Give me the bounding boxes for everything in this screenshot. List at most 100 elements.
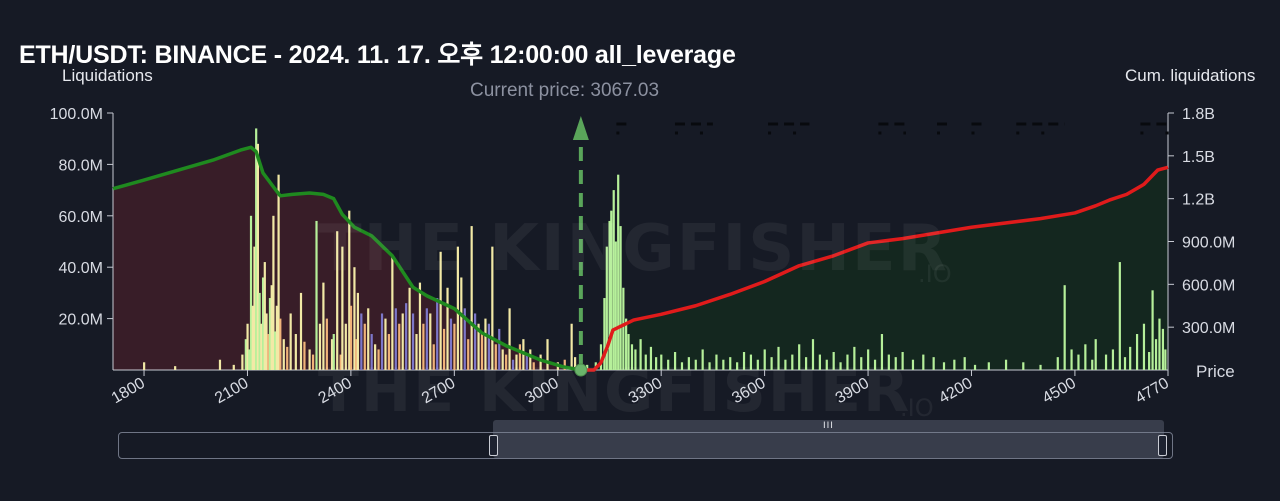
liquidation-bar	[749, 354, 753, 370]
liquidation-bar	[901, 352, 904, 370]
liquidation-bar	[491, 246, 494, 370]
liquidation-bar	[332, 334, 335, 370]
liquidation-bar	[501, 349, 504, 370]
x-tick-label: 3000	[522, 375, 561, 408]
liquidation-bar	[922, 354, 925, 370]
liquidation-bar	[911, 359, 915, 370]
liquidation-bar	[1094, 339, 1097, 370]
range-slider-track[interactable]	[118, 432, 1173, 459]
liquidation-bar	[275, 305, 278, 370]
liquidation-bar	[353, 267, 356, 370]
liquidation-bar	[258, 292, 261, 370]
liquidation-bar	[1111, 349, 1115, 370]
liquidation-bar	[387, 334, 391, 370]
liquidation-bar	[708, 362, 711, 370]
liquidation-bar	[391, 256, 394, 370]
liquidation-bar	[248, 349, 251, 370]
liquidation-bar	[518, 344, 522, 370]
liquidation-bar	[1084, 344, 1087, 370]
liquidation-bar	[256, 143, 260, 370]
liquidation-bar	[267, 334, 270, 370]
liquidation-bar	[394, 308, 397, 370]
liquidation-bar	[1004, 359, 1008, 370]
liquidation-bar	[532, 362, 535, 370]
right-tick-label: 1.5B	[1182, 149, 1215, 166]
liquidation-bar	[436, 298, 439, 370]
liquidation-bar	[255, 128, 258, 370]
liquidation-bar	[425, 308, 428, 370]
liquidation-bar	[694, 359, 697, 370]
liquidation-bar	[246, 323, 249, 370]
liquidation-bar	[432, 344, 435, 370]
liquidation-bar	[384, 318, 387, 370]
liquidation-bar	[1142, 323, 1146, 370]
current-price-dot	[574, 363, 588, 377]
liquidation-bar	[505, 354, 508, 370]
liquidation-bar	[1148, 352, 1151, 370]
liquidation-bar	[299, 292, 303, 370]
liquidation-bar	[261, 277, 265, 370]
liquidation-bar	[279, 318, 282, 370]
liquidation-bar	[249, 215, 253, 370]
current-price-label: Current price: 3067.03	[470, 80, 660, 101]
liquidation-bar	[791, 354, 794, 370]
liquidation-bar	[315, 220, 318, 370]
liquidation-bar	[599, 344, 603, 370]
liquidation-bar	[942, 362, 946, 370]
cumulative-line-cumulative_short_side	[112, 145, 582, 372]
range-slider-grip-icon[interactable]: III	[823, 421, 834, 431]
left-tick-label: 100.0M	[50, 106, 103, 123]
liquidation-bar	[282, 339, 285, 370]
liquidation-bar	[853, 346, 856, 370]
liquidation-bar	[429, 313, 432, 370]
liquidation-bar	[1118, 262, 1121, 370]
liquidation-bar	[494, 344, 497, 370]
liquidation-bar	[274, 331, 277, 370]
x-axis-title: Price	[1196, 362, 1235, 381]
liquidation-bar	[241, 354, 244, 370]
liquidation-bar	[480, 334, 484, 370]
range-slider-window[interactable]	[493, 420, 1164, 458]
liquidation-bar	[1077, 354, 1080, 370]
liquidation-bar	[667, 359, 670, 370]
liquidation-bar	[453, 323, 456, 370]
left-tick-label: 80.0M	[59, 157, 103, 174]
liquidation-bar	[1070, 349, 1073, 370]
liquidation-bar	[729, 357, 732, 370]
liquidation-bar	[660, 354, 663, 370]
liquidation-bar	[303, 341, 306, 370]
liquidation-bar	[715, 354, 718, 370]
liquidation-bar	[798, 344, 801, 370]
liquidation-bar	[318, 323, 322, 370]
liquidation-bar	[630, 344, 634, 370]
liquidation-bar	[463, 308, 466, 370]
liquidation-bar	[349, 305, 353, 370]
liquidation-bar	[529, 349, 532, 370]
liquidation-bar	[360, 313, 363, 370]
current-price-marker	[572, 116, 589, 377]
liquidation-bar	[608, 220, 611, 370]
range-slider-left-handle[interactable]	[489, 435, 498, 456]
liquidation-bar	[639, 339, 642, 370]
liquidation-bar	[839, 362, 842, 370]
x-tick-label: 4500	[1040, 375, 1079, 408]
liquidation-bar	[511, 359, 515, 370]
liquidation-bar	[649, 346, 653, 370]
left-tick-label: 60.0M	[59, 209, 103, 226]
liquidation-bar	[777, 346, 780, 370]
liquidation-bar	[1056, 357, 1059, 370]
liquidation-bar	[174, 366, 177, 370]
liquidation-bar	[563, 359, 566, 370]
liquidation-bar	[825, 359, 828, 370]
liquidation-bar	[484, 318, 487, 370]
liquidation-bar	[770, 357, 773, 370]
liquidation-bar	[277, 174, 280, 370]
x-tick-label: 2400	[316, 375, 355, 408]
liquidation-bar	[270, 285, 273, 370]
range-slider-right-handle[interactable]	[1158, 435, 1167, 456]
liquidation-bar	[344, 323, 347, 370]
liquidation-bar	[308, 349, 311, 370]
liquidation-bar	[380, 313, 384, 370]
liquidation-bar	[1039, 364, 1042, 370]
